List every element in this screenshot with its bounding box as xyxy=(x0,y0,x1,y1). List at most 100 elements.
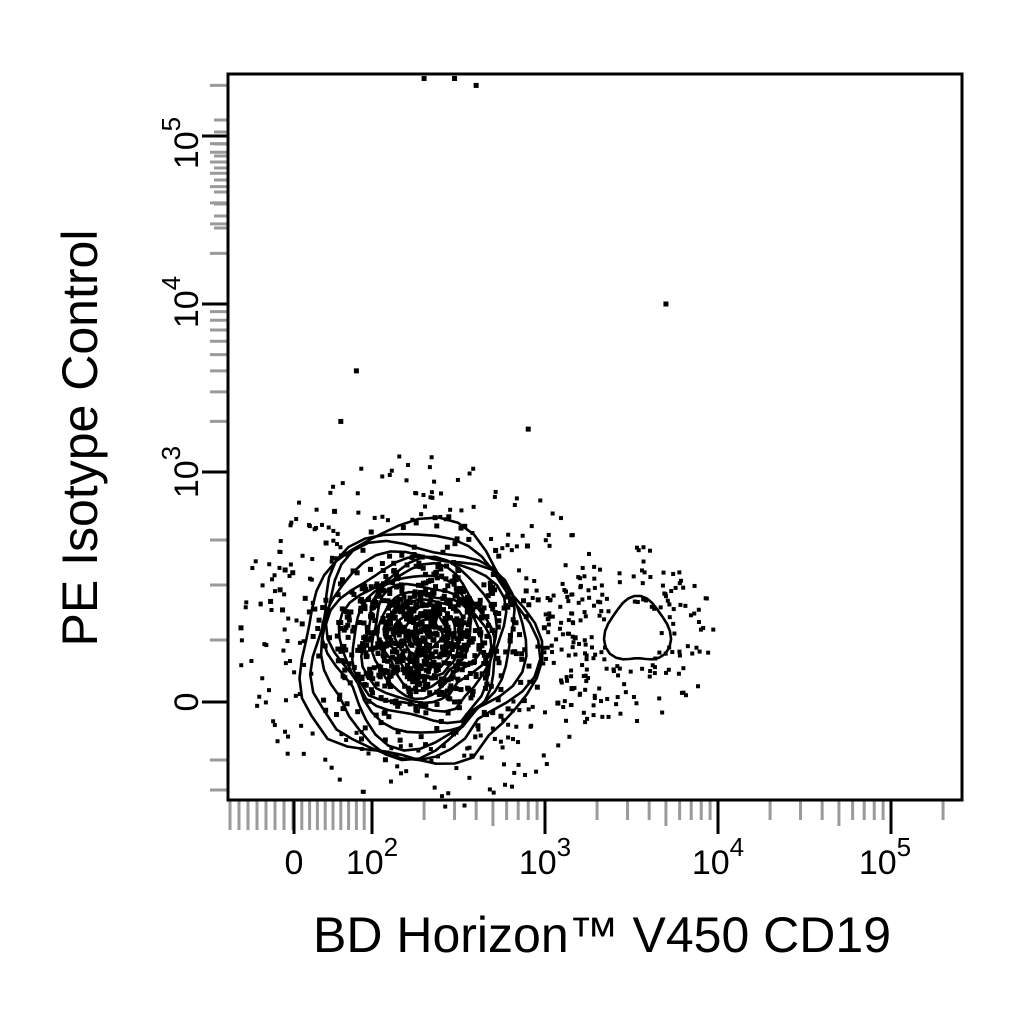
event-dot xyxy=(543,538,548,543)
event-dot xyxy=(490,571,496,577)
event-dot xyxy=(316,617,322,623)
event-dot xyxy=(275,739,280,744)
event-dot xyxy=(297,640,302,645)
event-dot xyxy=(359,676,365,682)
event-dot xyxy=(310,633,316,639)
event-dot xyxy=(543,612,548,617)
event-dot xyxy=(359,466,364,471)
event-dot xyxy=(282,592,287,597)
event-dot xyxy=(319,522,324,527)
event-dot xyxy=(404,769,409,774)
event-dot xyxy=(414,635,420,641)
event-dot xyxy=(433,584,439,590)
y-tick-label-1: 103 xyxy=(156,446,206,498)
contour-ring xyxy=(321,550,516,752)
event-dot xyxy=(353,368,359,374)
event-dot xyxy=(452,642,458,648)
event-dot xyxy=(452,541,458,547)
event-dot xyxy=(435,662,441,668)
event-dot xyxy=(290,570,296,576)
event-dot xyxy=(542,650,547,655)
event-dot xyxy=(406,606,412,612)
event-dot xyxy=(570,611,575,616)
event-dot xyxy=(495,697,501,703)
event-dot xyxy=(431,571,437,577)
plot-frame xyxy=(226,72,964,802)
event-dot xyxy=(468,600,474,606)
event-dot xyxy=(299,723,304,728)
event-dot xyxy=(466,536,472,542)
event-dot xyxy=(413,704,419,710)
event-dot xyxy=(432,479,437,484)
event-dot xyxy=(408,743,413,748)
event-dot xyxy=(592,696,597,701)
event-dot xyxy=(508,602,514,608)
event-dot xyxy=(342,667,348,673)
event-dot xyxy=(526,663,532,669)
event-dot xyxy=(393,627,399,633)
event-dot xyxy=(615,664,620,669)
event-dot xyxy=(250,566,255,571)
event-dot xyxy=(321,697,327,703)
event-dot xyxy=(375,641,381,647)
event-dot xyxy=(509,548,514,553)
event-dot xyxy=(566,618,571,623)
event-dot xyxy=(696,619,701,624)
event-dot xyxy=(356,619,362,625)
event-dot xyxy=(484,633,490,639)
y-axis-title: PE Isotype Control xyxy=(52,230,108,647)
event-dot xyxy=(379,561,385,567)
event-dot xyxy=(418,666,424,672)
event-dot xyxy=(697,649,702,654)
y-tick-label-2: 104 xyxy=(156,276,206,328)
event-dot xyxy=(496,618,502,624)
event-dot xyxy=(454,536,460,542)
event-dot xyxy=(345,634,351,640)
event-dot xyxy=(510,737,515,742)
event-dot xyxy=(385,613,391,619)
event-dot xyxy=(397,737,403,743)
event-dot xyxy=(559,620,564,625)
event-dot xyxy=(432,785,437,790)
event-dot xyxy=(560,581,565,586)
event-dot xyxy=(344,701,350,707)
event-dot xyxy=(385,681,391,687)
event-dot xyxy=(570,533,575,538)
event-dot xyxy=(578,618,583,623)
event-dot xyxy=(681,585,686,590)
event-dot xyxy=(363,650,369,656)
event-dot xyxy=(416,668,422,674)
event-dot xyxy=(591,603,596,608)
event-dot xyxy=(491,601,497,607)
event-dot xyxy=(368,584,374,590)
event-dot xyxy=(285,751,290,756)
event-dot xyxy=(549,643,554,648)
event-dot xyxy=(333,711,339,717)
event-dot xyxy=(587,595,592,600)
event-dot xyxy=(339,732,344,737)
event-dot xyxy=(344,609,350,615)
event-dot xyxy=(292,670,297,675)
event-dot xyxy=(599,650,604,655)
event-dot xyxy=(696,684,701,689)
event-dot xyxy=(521,698,527,704)
event-dot xyxy=(355,647,361,653)
event-dot xyxy=(452,618,458,624)
event-dot xyxy=(335,646,341,652)
event-dot xyxy=(510,784,515,789)
event-dot xyxy=(652,671,657,676)
event-dot xyxy=(473,673,479,679)
event-dot xyxy=(487,787,492,792)
event-dot xyxy=(450,605,456,611)
event-dot xyxy=(419,621,425,627)
event-dot xyxy=(519,651,525,657)
event-dot xyxy=(337,581,343,587)
event-dot xyxy=(443,618,449,624)
event-dot xyxy=(462,753,467,758)
event-dot xyxy=(266,688,271,693)
event-dot xyxy=(640,581,645,586)
event-dot xyxy=(385,598,391,604)
event-dot xyxy=(432,624,438,630)
event-dot xyxy=(260,583,265,588)
event-dot xyxy=(520,533,525,538)
